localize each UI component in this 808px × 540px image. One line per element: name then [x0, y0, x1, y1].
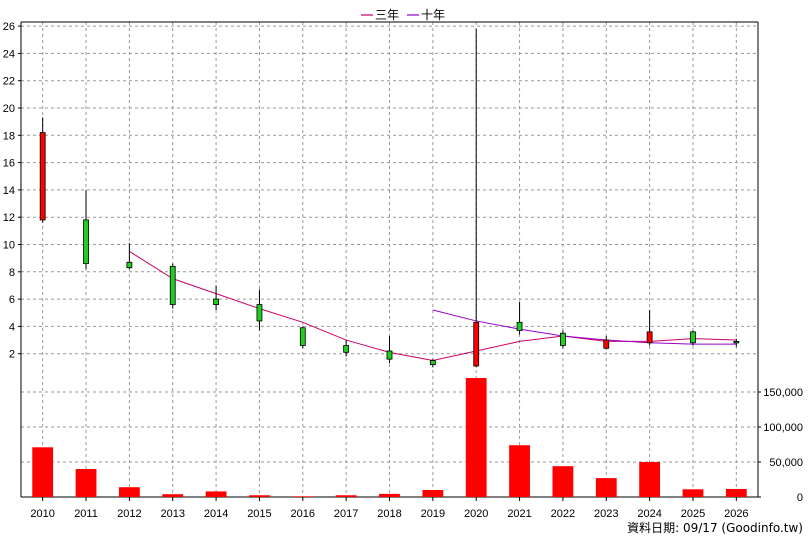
candlesticks [39, 28, 740, 368]
volume-tick-label: 100,000 [763, 422, 803, 434]
price-tick-label: 8 [9, 267, 15, 279]
x-tick-label: 2025 [681, 508, 705, 520]
candle-body [343, 345, 350, 353]
candle-body [213, 298, 219, 305]
volume-bar [595, 478, 617, 497]
price-tick-label: 18 [3, 130, 15, 142]
candle-body [603, 339, 610, 349]
candle-body [646, 331, 653, 344]
price-tick-label: 12 [3, 212, 15, 224]
price-tick-label: 22 [3, 76, 15, 88]
legend-label: 三年 [375, 8, 399, 22]
x-tick-label: 2011 [74, 508, 98, 520]
candle-body [733, 341, 740, 344]
volume-bar [725, 488, 747, 497]
price-tick-label: 16 [3, 158, 15, 170]
candle-body [299, 327, 306, 346]
price-tick-label: 26 [3, 21, 15, 33]
x-tick-label: 2015 [247, 508, 271, 520]
x-tick-label: 2019 [421, 508, 445, 520]
x-tick-label: 2026 [724, 508, 748, 520]
volume-axis-ticks: 0 50,000 100,000 150,000 [758, 387, 803, 504]
volume-bar [162, 494, 184, 497]
volume-bar [249, 495, 270, 497]
legend: 三年 十年 [361, 8, 445, 22]
volume-bar [118, 487, 140, 497]
x-tick-label: 2016 [291, 508, 315, 520]
candle-body [126, 261, 133, 269]
price-tick-label: 4 [9, 321, 15, 333]
price-tick-label: 20 [3, 103, 15, 115]
legend-label: 十年 [421, 8, 445, 22]
candle-body [169, 265, 176, 305]
x-tick-label: 2010 [30, 508, 54, 520]
price-tick-label: 14 [3, 185, 15, 197]
price-tick-label: 24 [3, 48, 15, 60]
ma-line [432, 309, 737, 345]
volume-tick-label: 50,000 [769, 457, 803, 469]
candle-body [429, 360, 436, 366]
volume-bar [335, 495, 357, 497]
volume-bar [75, 469, 97, 497]
x-tick-label: 2023 [594, 508, 618, 520]
volume-bars [32, 378, 747, 497]
candle-body [473, 321, 480, 367]
source-label: 資料日期: 09/17 (Goodinfo.tw) [627, 521, 803, 535]
volume-tick-label: 0 [797, 492, 803, 504]
x-tick-label: 2024 [637, 508, 661, 520]
x-tick-label: 2022 [551, 508, 575, 520]
volume-bar [552, 466, 574, 497]
candle-body [690, 331, 696, 344]
x-tick-label: 2012 [117, 508, 141, 520]
candle-body [386, 350, 393, 360]
volume-bar [379, 493, 400, 497]
x-axis-ticks: 2010 2011 2012 2013 2014 2015 2016 2017 2018 2019… [30, 497, 749, 520]
x-tick-label: 2021 [507, 508, 531, 520]
price-tick-label: 6 [9, 294, 15, 306]
x-tick-label: 2014 [204, 508, 228, 520]
price-tick-label: 2 [9, 349, 15, 361]
volume-bar [422, 490, 444, 497]
price-tick-label: 10 [3, 239, 15, 251]
volume-bar [292, 496, 314, 497]
volume-tick-label: 150,000 [763, 387, 803, 399]
volume-bar [32, 447, 54, 497]
volume-bar [205, 491, 227, 497]
volume-bar [465, 378, 487, 497]
x-tick-label: 2018 [377, 508, 401, 520]
candle-body [516, 321, 523, 331]
volume-bar [682, 489, 704, 497]
candle-body [256, 304, 263, 322]
candle-body [560, 332, 566, 346]
x-tick-label: 2020 [464, 508, 488, 520]
x-tick-label: 2017 [334, 508, 358, 520]
grid-lines [21, 22, 758, 497]
candle-body [39, 132, 46, 221]
candle-body [83, 219, 89, 265]
volume-bar [639, 462, 661, 497]
x-tick-label: 2013 [160, 508, 184, 520]
volume-bar [509, 445, 530, 497]
